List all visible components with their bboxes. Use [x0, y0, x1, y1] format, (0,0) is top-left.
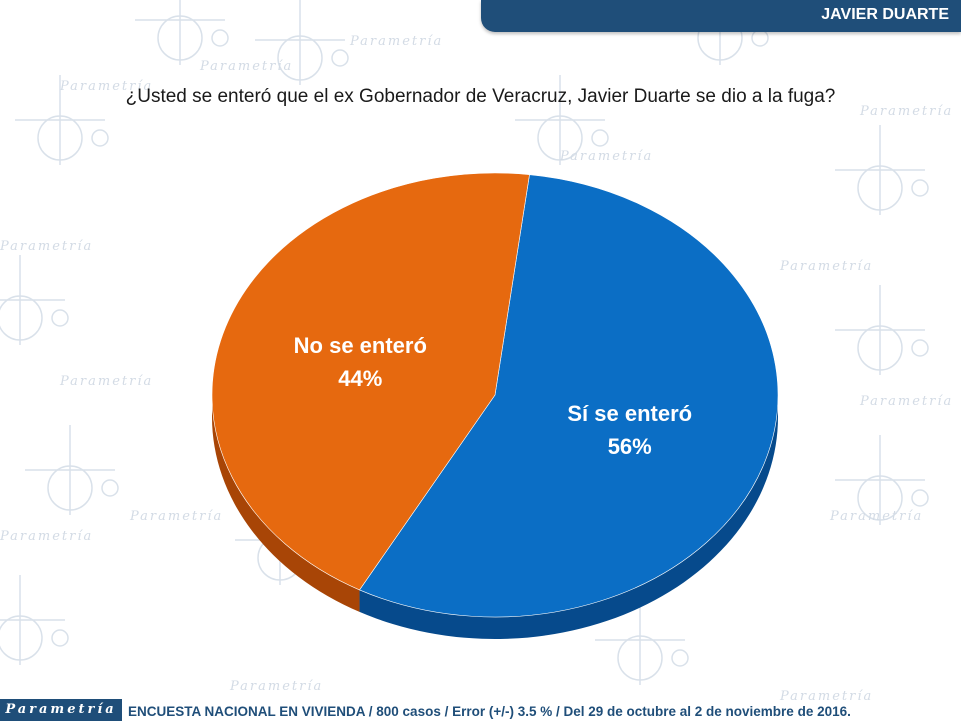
watermark-text: Parametría — [59, 79, 153, 94]
watermark-tile — [25, 425, 119, 515]
watermark-text: Parametría — [859, 104, 953, 119]
watermark-tile — [0, 575, 69, 665]
header-bar: JAVIER DUARTE — [481, 0, 961, 32]
watermark-text: Parametría — [349, 34, 443, 49]
watermark-tile — [835, 435, 929, 525]
watermark-text: Parametría — [779, 689, 873, 704]
watermark-text: Parametría — [199, 59, 293, 74]
watermark-tile — [835, 285, 929, 375]
watermark-text: Parametría — [559, 149, 653, 164]
watermark-tile — [835, 125, 929, 215]
watermark-tile — [135, 0, 229, 65]
pie-slice — [359, 174, 779, 618]
watermark-tile — [595, 595, 689, 685]
watermark-text: Parametría — [59, 374, 153, 389]
watermark-text: Parametría — [0, 239, 93, 254]
slice-value-label: 56% — [608, 434, 652, 459]
watermark-tile — [255, 0, 349, 85]
survey-footnote: ENCUESTA NACIONAL EN VIVIENDA / 800 caso… — [128, 704, 851, 719]
watermark-text: Parametría — [129, 509, 223, 524]
slice-value-label: 44% — [338, 366, 382, 391]
watermark-text: Parametría — [829, 509, 923, 524]
watermark-text: Parametría — [0, 529, 93, 544]
survey-question: ¿Usted se enteró que el ex Gobernador de… — [125, 86, 836, 107]
pie-slice-side — [212, 395, 360, 612]
watermark-text: Parametría — [779, 259, 873, 274]
slice-label: Sí se enteró — [567, 401, 692, 426]
watermark-tile — [515, 75, 609, 165]
pie-slice — [211, 172, 530, 591]
pie-slice-side — [359, 395, 778, 639]
parametria-logo: Parametría — [0, 699, 122, 721]
watermark-tile — [0, 255, 69, 345]
slice-label: No se enteró — [294, 333, 427, 358]
header-title: JAVIER DUARTE — [821, 6, 949, 23]
watermark-tile — [15, 75, 109, 165]
watermark-text: Parametría — [229, 679, 323, 694]
watermark-text: Parametría — [859, 394, 953, 409]
